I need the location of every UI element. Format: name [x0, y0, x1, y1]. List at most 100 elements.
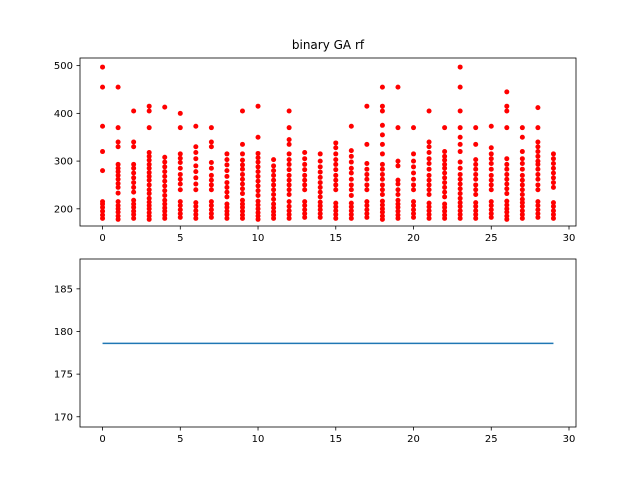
scatter-point — [302, 182, 308, 188]
scatter-point — [271, 196, 277, 202]
scatter-point — [442, 208, 448, 214]
scatter-point — [442, 175, 448, 181]
scatter-point — [239, 108, 245, 114]
scatter-point — [131, 201, 137, 207]
scatter-point — [504, 198, 510, 204]
scatter-point — [504, 156, 510, 162]
scatter-point — [395, 84, 401, 90]
scatter-point — [504, 191, 510, 197]
scatter-point — [146, 161, 152, 167]
scatter-point — [317, 194, 323, 200]
scatter-point — [488, 151, 494, 157]
scatter-point — [473, 187, 479, 193]
scatter-point — [271, 201, 277, 207]
x-tick-label: 5 — [177, 434, 183, 445]
scatter-point — [146, 125, 152, 131]
scatter-point — [146, 182, 152, 188]
scatter-point — [302, 202, 308, 208]
scatter-point — [519, 134, 525, 140]
scatter-point — [379, 141, 385, 147]
scatter-point — [411, 207, 417, 213]
scatter-point — [457, 84, 463, 90]
scatter-point — [550, 160, 556, 166]
scatter-point — [395, 158, 401, 164]
x-tick-label: 15 — [329, 434, 342, 445]
scatter-point — [519, 187, 525, 193]
scatter-point — [239, 176, 245, 182]
scatter-point — [488, 145, 494, 151]
scatter-point — [224, 194, 230, 200]
scatter-point — [255, 164, 261, 170]
scatter-point — [239, 171, 245, 177]
scatter-point — [333, 212, 339, 218]
scatter-point — [348, 182, 354, 188]
scatter-point — [348, 123, 354, 129]
scatter-point — [379, 171, 385, 177]
x-tick-label: 25 — [485, 434, 498, 445]
scatter-point — [131, 165, 137, 171]
scatter-point — [286, 172, 292, 178]
scatter-point — [457, 141, 463, 147]
scatter-point — [131, 208, 137, 214]
scatter-axes: binary GA rf 0 5 10 15 20 25 30 200 300 400 500 — [54, 38, 577, 244]
scatter-point — [177, 151, 183, 157]
scatter-point — [100, 199, 106, 205]
scatter-point — [255, 206, 261, 212]
scatter-point — [473, 141, 479, 147]
scatter-point — [208, 172, 214, 178]
scatter-point — [364, 187, 370, 193]
scatter-point — [364, 141, 370, 147]
scatter-point — [457, 176, 463, 182]
scatter-point — [255, 173, 261, 179]
scatter-point — [348, 200, 354, 206]
scatter-point — [519, 156, 525, 162]
scatter-point — [255, 155, 261, 161]
scatter-point — [504, 213, 510, 219]
scatter-point — [442, 201, 448, 207]
scatter-point — [379, 122, 385, 128]
scatter-point — [115, 125, 121, 131]
scatter-point — [504, 108, 510, 114]
x-tick-label: 0 — [99, 434, 105, 445]
scatter-point — [146, 177, 152, 183]
scatter-point — [411, 158, 417, 164]
scatter-point — [519, 203, 525, 209]
scatter-point — [379, 108, 385, 114]
scatter-point — [348, 170, 354, 176]
scatter-point — [286, 187, 292, 193]
scatter-point — [146, 195, 152, 201]
scatter-point — [333, 187, 339, 193]
scatter-point — [411, 199, 417, 205]
scatter-point — [442, 157, 448, 163]
scatter-point — [177, 199, 183, 205]
scatter-point — [115, 181, 121, 187]
scatter-point — [255, 192, 261, 198]
scatter-point — [302, 199, 308, 205]
scatter-point — [426, 212, 432, 218]
scatter-point — [426, 108, 432, 114]
scatter-point — [348, 192, 354, 198]
scatter-point — [286, 141, 292, 147]
scatter-point — [535, 149, 541, 155]
scatter-point — [379, 103, 385, 109]
scatter-point — [115, 184, 121, 190]
scatter-point — [473, 200, 479, 206]
scatter-point — [519, 177, 525, 183]
scatter-point — [255, 150, 261, 156]
scatter-point — [131, 170, 137, 176]
scatter-point — [286, 125, 292, 131]
x-tick-label: 10 — [252, 434, 265, 445]
scatter-point — [395, 208, 401, 214]
scatter-point — [255, 188, 261, 194]
scatter-point — [488, 207, 494, 213]
x-tick-label: 5 — [177, 233, 183, 244]
scatter-point — [224, 180, 230, 186]
scatter-point — [224, 201, 230, 207]
scatter-point — [208, 199, 214, 205]
scatter-point — [504, 186, 510, 192]
scatter-point — [239, 141, 245, 147]
scatter-point — [535, 211, 541, 217]
y-tick-label: 180 — [54, 327, 73, 338]
scatter-point — [100, 208, 106, 214]
scatter-point — [364, 171, 370, 177]
